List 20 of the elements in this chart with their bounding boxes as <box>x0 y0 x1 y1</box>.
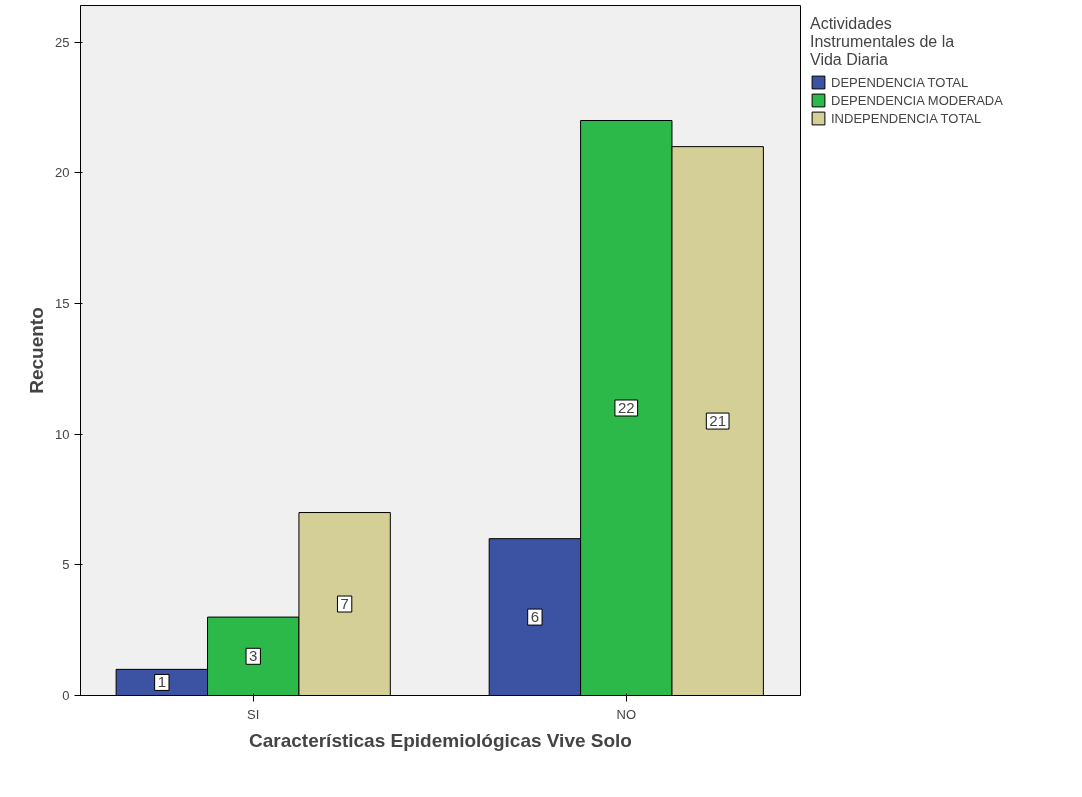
legend-label: DEPENDENCIA TOTAL <box>831 74 969 90</box>
y-tick-label: 15 <box>55 295 70 311</box>
y-tick-label: 10 <box>55 426 70 442</box>
data-label: 7 <box>340 595 349 613</box>
y-tick-label: 5 <box>62 557 70 573</box>
data-label: 6 <box>530 608 540 626</box>
legend-title: Actividades Instrumentales de la Vida Diaria <box>810 15 956 69</box>
legend-label: INDEPENDENCIA TOTAL <box>831 110 982 126</box>
y-tick-label: 20 <box>55 165 70 181</box>
x-tick-label: SI <box>247 706 260 722</box>
y-tick-label: 0 <box>62 688 70 703</box>
data-label: 21 <box>709 412 727 430</box>
x-tick-label: NO <box>616 706 637 722</box>
y-tick-label: 25 <box>55 34 70 50</box>
legend-label: DEPENDENCIA MODERADA <box>831 92 1003 108</box>
data-label: 1 <box>157 673 166 691</box>
x-axis-title: Características Epidemiológicas Vive Solo <box>249 729 632 751</box>
data-label: 3 <box>249 647 258 665</box>
data-label: 22 <box>617 399 635 416</box>
y-axis-title: Recuento <box>26 307 48 394</box>
